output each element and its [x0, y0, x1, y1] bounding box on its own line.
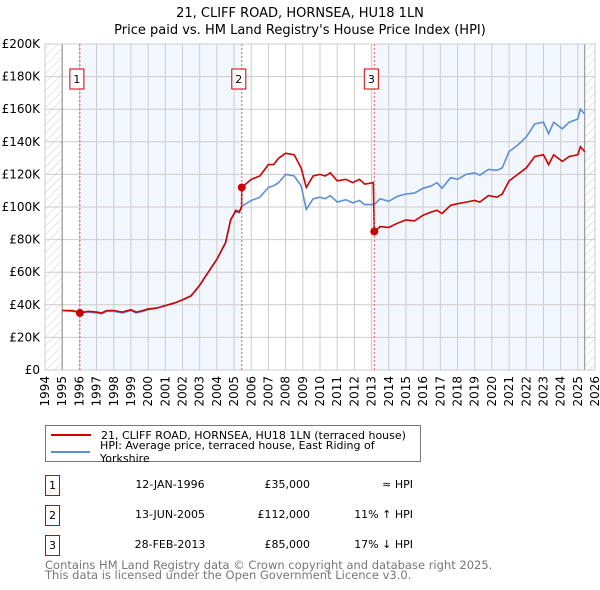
- transaction-number: 3: [45, 535, 60, 556]
- legend-label: HPI: Average price, terraced house, East…: [100, 439, 375, 465]
- y-tick-label: £180K: [2, 70, 42, 84]
- transaction-number: 1: [45, 475, 60, 496]
- sale-point: [237, 183, 246, 192]
- legend-item-hpi: HPI: Average price, terraced house, East…: [51, 439, 420, 465]
- x-tick-label: 2013: [365, 376, 379, 407]
- x-tick-label: 1999: [124, 376, 138, 407]
- y-tick-label: £120K: [2, 167, 42, 181]
- sale-marker-box: [231, 68, 247, 90]
- x-tick-label: 2015: [399, 376, 413, 407]
- x-tick-label: 2017: [433, 376, 447, 407]
- transaction-price: £35,000: [264, 478, 311, 491]
- x-tick-label: 2011: [330, 376, 344, 407]
- x-tick-label: 2025: [571, 376, 585, 407]
- y-tick-label: £40K: [9, 298, 41, 312]
- transaction-row: 2 13-JUN-2005 £112,000 11% ↑ HPI: [45, 505, 413, 526]
- x-tick-label: 2000: [141, 376, 155, 407]
- transaction-row: 1 12-JAN-1996 £35,000 ≈ HPI: [45, 475, 413, 496]
- x-tick-label: 2023: [536, 376, 550, 407]
- transaction-hpi: 17% ↓ HPI: [354, 538, 413, 551]
- chart-subtitle: Price paid vs. HM Land Registry's House …: [114, 23, 486, 38]
- x-tick-label: 2014: [382, 376, 396, 407]
- x-tick-label: 1994: [38, 376, 52, 407]
- legend-swatch: [51, 434, 91, 436]
- x-tick-label: 2021: [502, 376, 516, 407]
- x-tick-label: 2020: [485, 376, 499, 407]
- x-tick-label: 2002: [176, 376, 190, 407]
- transaction-number: 2: [45, 505, 60, 526]
- transaction-price: £85,000: [264, 538, 311, 551]
- sale-marker-label: 3: [368, 73, 375, 86]
- transaction-row: 3 28-FEB-2013 £85,000 17% ↓ HPI: [45, 535, 413, 556]
- x-tick-label: 2008: [279, 376, 293, 407]
- transaction-hpi: ≈ HPI: [382, 478, 413, 491]
- y-tick-label: £200K: [2, 37, 42, 51]
- y-tick-label: £100K: [2, 200, 42, 214]
- x-tick-label: 2004: [210, 376, 224, 407]
- x-tick-label: 2012: [347, 376, 361, 407]
- x-tick-label: 2026: [588, 376, 600, 407]
- x-tick-label: 2016: [416, 376, 430, 407]
- x-tick-label: 2019: [468, 376, 482, 407]
- transaction-date: 13-JUN-2005: [134, 508, 206, 521]
- chart-title: 21, CLIFF ROAD, HORNSEA, HU18 1LN: [176, 6, 424, 21]
- sale-marker-box: [69, 68, 85, 90]
- footer: Contains HM Land Registry data © Crown c…: [45, 558, 493, 582]
- plot-border: [44, 43, 596, 371]
- x-tick-label: 1996: [72, 376, 86, 407]
- x-tick-label: 2024: [554, 376, 568, 407]
- x-tick-label: 2010: [313, 376, 327, 407]
- x-tick-label: 2005: [227, 376, 241, 407]
- x-tick-label: 2001: [158, 376, 172, 407]
- transaction-date: 12-JAN-1996: [135, 478, 205, 491]
- x-tick-label: 2022: [519, 376, 533, 407]
- x-tick-label: 2009: [296, 376, 310, 407]
- x-tick-label: 2003: [193, 376, 207, 407]
- series-line: [62, 145, 586, 314]
- y-tick-label: £0: [25, 363, 40, 377]
- x-tick-label: 1998: [107, 376, 121, 407]
- y-tick-label: £60K: [9, 265, 41, 279]
- transaction-price: £112,000: [257, 508, 311, 521]
- x-tick-label: 2006: [244, 376, 258, 407]
- sale-marker-label: 1: [73, 73, 80, 86]
- sale-marker-box: [363, 68, 379, 90]
- footer-licence: This data is licensed under the Open Gov…: [45, 568, 412, 582]
- transaction-date: 28-FEB-2013: [134, 538, 206, 551]
- footer-copyright: Contains HM Land Registry data © Crown c…: [45, 558, 493, 572]
- sale-point: [75, 308, 84, 317]
- y-tick-label: £20K: [9, 330, 41, 344]
- x-tick-label: 1995: [55, 376, 69, 407]
- sale-marker-label: 2: [235, 73, 242, 86]
- y-tick-label: £80K: [9, 233, 41, 247]
- x-tick-label: 1997: [90, 376, 104, 407]
- x-tick-label: 2007: [261, 376, 275, 407]
- sale-point: [370, 227, 379, 236]
- legend-item-property: 21, CLIFF ROAD, HORNSEA, HU18 1LN (terra…: [51, 427, 406, 443]
- legend-swatch: [51, 451, 91, 453]
- y-tick-label: £160K: [2, 102, 42, 116]
- legend-label: 21, CLIFF ROAD, HORNSEA, HU18 1LN (terra…: [101, 428, 406, 442]
- y-tick-label: £140K: [2, 135, 42, 149]
- legend: 21, CLIFF ROAD, HORNSEA, HU18 1LN (terra…: [45, 425, 421, 465]
- transaction-hpi: 11% ↑ HPI: [354, 508, 413, 521]
- x-tick-label: 2018: [451, 376, 465, 407]
